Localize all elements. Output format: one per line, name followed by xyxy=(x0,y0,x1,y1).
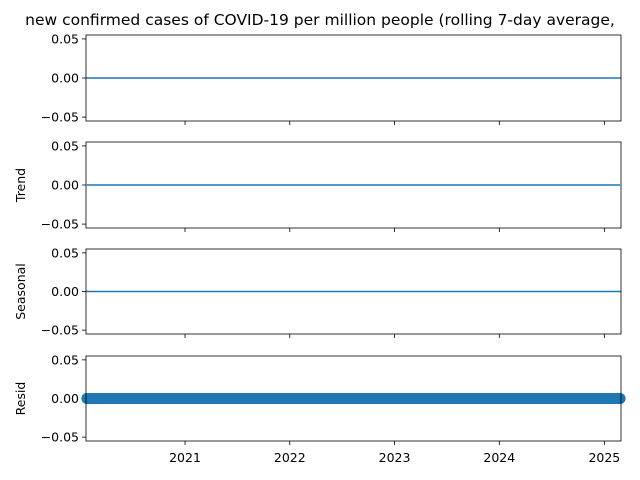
x-tick-label: 2023 xyxy=(379,450,411,465)
panel-3: 0.05 0.00 −0.05 2021 2022 2023 2024 2025 Resid xyxy=(13,352,626,465)
x-tick-label: 2024 xyxy=(483,450,515,465)
axes-frame xyxy=(85,248,622,335)
y-tick-label: 0.00 xyxy=(51,178,79,193)
y-tick-label: −0.05 xyxy=(41,430,79,445)
panel-2: 0.05 0.00 −0.05 Seasonal xyxy=(13,245,622,338)
y-tick-label: −0.05 xyxy=(41,110,79,125)
axes-frame xyxy=(85,34,622,122)
y-tick-label: 0.00 xyxy=(51,284,79,299)
x-tick-label: 2022 xyxy=(274,450,306,465)
axes-frame xyxy=(85,141,622,229)
y-tick-label: 0.00 xyxy=(51,391,79,406)
x-tick-label: 2021 xyxy=(169,450,201,465)
y-tick-label: −0.05 xyxy=(41,217,79,232)
y-tick-label: 0.05 xyxy=(51,245,79,260)
y-tick-label: 0.05 xyxy=(51,31,79,46)
y-axis-label: Resid xyxy=(13,382,28,416)
panel-1: 0.05 0.00 −0.05 Trend xyxy=(13,138,622,232)
y-tick-label: 0.00 xyxy=(51,71,79,86)
x-tick-label: 2025 xyxy=(588,450,620,465)
y-tick-label: 0.05 xyxy=(51,352,79,367)
chart-title: new confirmed cases of COVID-19 per mill… xyxy=(25,11,615,29)
y-axis-label: Trend xyxy=(13,168,28,203)
y-tick-label: 0.05 xyxy=(51,138,79,153)
axes-frame xyxy=(85,355,622,442)
panel-0: 0.05 0.00 −0.05 xyxy=(41,31,622,125)
y-axis-label: Seasonal xyxy=(13,263,28,320)
y-tick-label: −0.05 xyxy=(41,323,79,338)
panels: 0.05 0.00 −0.05 0.05 0.00 −0.05 Trend 0.05 0.00 −… xyxy=(13,31,626,465)
